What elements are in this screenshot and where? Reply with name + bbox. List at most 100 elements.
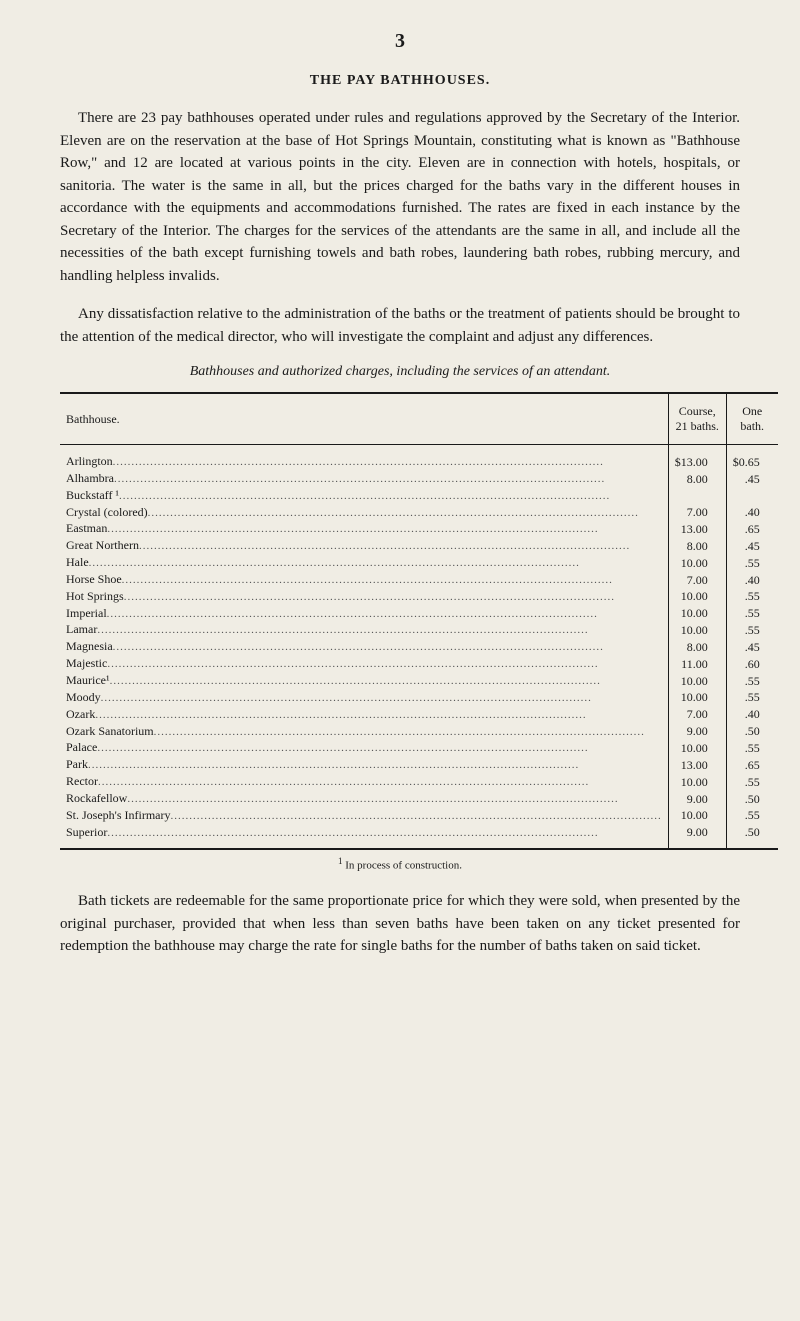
cell-course-price: 10.00 xyxy=(668,588,726,605)
table-body: Arlington$13.00$0.65Alhambra8.00.45Bucks… xyxy=(60,445,778,850)
table-row: Great Northern8.00.45 xyxy=(60,537,778,554)
cell-course-price: 13.00 xyxy=(668,520,726,537)
cell-bathhouse-name: Eastman xyxy=(60,520,668,537)
cell-course-price: 10.00 xyxy=(668,621,726,638)
cell-bathhouse-name: Hot Springs xyxy=(60,588,668,605)
cell-course-price: 8.00 xyxy=(668,537,726,554)
table-row: Lamar10.00.55 xyxy=(60,621,778,638)
paragraph-2: Any dissatisfaction relative to the admi… xyxy=(60,303,740,348)
cell-course-price: 8.00 xyxy=(668,638,726,655)
cell-bathhouse-name: Magnesia xyxy=(60,638,668,655)
table-row: Arlington$13.00$0.65 xyxy=(60,445,778,470)
cell-bathhouse-name: Crystal (colored) xyxy=(60,504,668,521)
footnote-text: In process of construction. xyxy=(345,860,462,872)
cell-bathhouse-name: Lamar xyxy=(60,621,668,638)
cell-course-price xyxy=(668,487,726,504)
table-row: Crystal (colored)7.00.40 xyxy=(60,504,778,521)
cell-one-bath-price: .45 xyxy=(726,638,778,655)
cell-one-bath-price: .55 xyxy=(726,554,778,571)
table-row: Rector10.00.55 xyxy=(60,773,778,790)
section-title: THE PAY BATHHOUSES. xyxy=(60,73,740,89)
cell-course-price: 10.00 xyxy=(668,605,726,622)
cell-course-price: 7.00 xyxy=(668,706,726,723)
page-number: 3 xyxy=(60,30,740,53)
table-row: Superior9.00.50 xyxy=(60,824,778,850)
cell-one-bath-price: .45 xyxy=(726,537,778,554)
cell-bathhouse-name: Maurice¹ xyxy=(60,672,668,689)
cell-one-bath-price: .55 xyxy=(726,689,778,706)
cell-course-price: 10.00 xyxy=(668,672,726,689)
table-caption: Bathhouses and authorized charges, inclu… xyxy=(60,364,740,380)
cell-one-bath-price: .50 xyxy=(726,824,778,850)
cell-bathhouse-name: Park xyxy=(60,756,668,773)
cell-bathhouse-name: Horse Shoe xyxy=(60,571,668,588)
cell-one-bath-price: .55 xyxy=(726,672,778,689)
cell-bathhouse-name: Majestic xyxy=(60,655,668,672)
table-row: Alhambra8.00.45 xyxy=(60,470,778,487)
table-row: Buckstaff ¹ xyxy=(60,487,778,504)
cell-course-price: 10.00 xyxy=(668,807,726,824)
cell-one-bath-price: .55 xyxy=(726,773,778,790)
cell-bathhouse-name: Ozark xyxy=(60,706,668,723)
table-row: Horse Shoe7.00.40 xyxy=(60,571,778,588)
table-row: Imperial10.00.55 xyxy=(60,605,778,622)
cell-course-price: 10.00 xyxy=(668,739,726,756)
cell-one-bath-price: .55 xyxy=(726,739,778,756)
header-course: Course, 21 baths. xyxy=(668,393,726,445)
cell-one-bath-price: .40 xyxy=(726,706,778,723)
cell-course-price: 10.00 xyxy=(668,773,726,790)
paragraph-1: There are 23 pay bathhouses operated und… xyxy=(60,107,740,287)
cell-one-bath-price: .50 xyxy=(726,790,778,807)
document-page: 3 THE PAY BATHHOUSES. There are 23 pay b… xyxy=(0,0,800,1014)
cell-one-bath-price: .40 xyxy=(726,571,778,588)
paragraph-3: Bath tickets are redeemable for the same… xyxy=(60,890,740,958)
cell-bathhouse-name: Arlington xyxy=(60,445,668,470)
cell-bathhouse-name: Moody xyxy=(60,689,668,706)
cell-course-price: 10.00 xyxy=(668,554,726,571)
cell-course-price: 10.00 xyxy=(668,689,726,706)
table-row: Park13.00.65 xyxy=(60,756,778,773)
bathhouse-table: Bathhouse. Course, 21 baths. One bath. A… xyxy=(60,392,778,850)
cell-one-bath-price: .50 xyxy=(726,723,778,740)
cell-bathhouse-name: Rockafellow xyxy=(60,790,668,807)
footnote-marker: 1 xyxy=(338,856,343,866)
cell-one-bath-price: .55 xyxy=(726,807,778,824)
table-row: Moody10.00.55 xyxy=(60,689,778,706)
cell-bathhouse-name: Superior xyxy=(60,824,668,850)
cell-course-price: 7.00 xyxy=(668,571,726,588)
cell-one-bath-price: .45 xyxy=(726,470,778,487)
table-header-row: Bathhouse. Course, 21 baths. One bath. xyxy=(60,393,778,445)
cell-bathhouse-name: Ozark Sanatorium xyxy=(60,723,668,740)
table-row: Palace10.00.55 xyxy=(60,739,778,756)
cell-course-price: 7.00 xyxy=(668,504,726,521)
cell-course-price: 8.00 xyxy=(668,470,726,487)
cell-one-bath-price: .60 xyxy=(726,655,778,672)
cell-course-price: 9.00 xyxy=(668,824,726,850)
table-row: Hale10.00.55 xyxy=(60,554,778,571)
table-row: Hot Springs10.00.55 xyxy=(60,588,778,605)
cell-bathhouse-name: Palace xyxy=(60,739,668,756)
table-row: St. Joseph's Infirmary10.00.55 xyxy=(60,807,778,824)
cell-course-price: $13.00 xyxy=(668,445,726,470)
header-bathhouse: Bathhouse. xyxy=(60,393,668,445)
cell-bathhouse-name: St. Joseph's Infirmary xyxy=(60,807,668,824)
cell-bathhouse-name: Alhambra xyxy=(60,470,668,487)
cell-one-bath-price: $0.65 xyxy=(726,445,778,470)
header-one-bath: One bath. xyxy=(726,393,778,445)
cell-course-price: 11.00 xyxy=(668,655,726,672)
cell-bathhouse-name: Hale xyxy=(60,554,668,571)
cell-one-bath-price: .65 xyxy=(726,520,778,537)
cell-course-price: 9.00 xyxy=(668,723,726,740)
table-row: Majestic11.00.60 xyxy=(60,655,778,672)
cell-one-bath-price: .40 xyxy=(726,504,778,521)
cell-one-bath-price: .55 xyxy=(726,605,778,622)
table-row: Eastman13.00.65 xyxy=(60,520,778,537)
cell-course-price: 9.00 xyxy=(668,790,726,807)
table-row: Ozark7.00.40 xyxy=(60,706,778,723)
cell-one-bath-price: .65 xyxy=(726,756,778,773)
cell-one-bath-price: .55 xyxy=(726,621,778,638)
cell-bathhouse-name: Imperial xyxy=(60,605,668,622)
cell-one-bath-price xyxy=(726,487,778,504)
cell-bathhouse-name: Buckstaff ¹ xyxy=(60,487,668,504)
table-row: Maurice¹10.00.55 xyxy=(60,672,778,689)
